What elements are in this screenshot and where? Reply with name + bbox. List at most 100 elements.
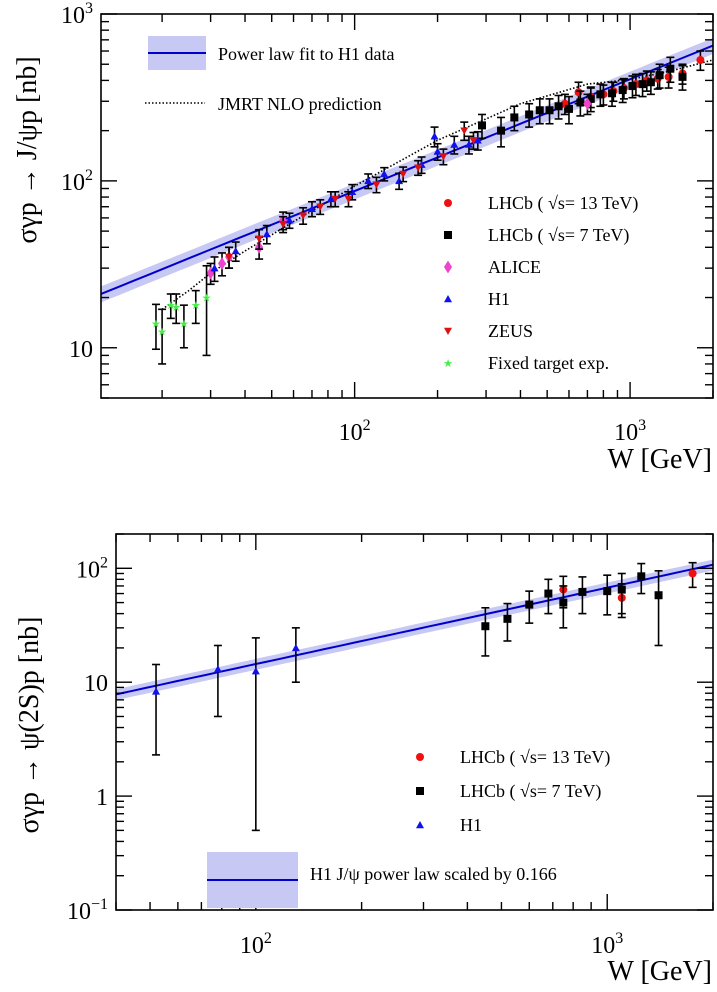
legend-label-fixed: Fixed target exp. [488,353,609,373]
data-point-lhcb13 [574,88,583,97]
data-point-lhcb7 [535,106,544,115]
legend-marker-fixed: ★ [443,358,453,370]
data-point-zeus [299,212,308,220]
data-point-h1 [152,687,161,695]
y-tick-label: 102 [61,167,93,196]
data-point-lhcb7 [646,78,655,87]
y-tick-label: 10 [84,671,108,697]
data-point-lhcb7 [578,587,587,596]
x-tick-label: 102 [339,417,371,446]
data-point-lhcb7 [617,585,626,594]
y-tick-label: 1 [96,785,108,811]
y-axis-title: σγp → ψ(2S)p [nb] [14,617,45,834]
data-point-lhcb7 [603,587,612,596]
data-point-zeus [255,235,264,243]
data-point-lhcb7 [478,121,487,130]
data-point-lhcb7 [655,71,664,80]
data-point-lhcb7 [545,106,554,115]
data-point-zeus [414,164,423,172]
data-point-zeus [439,153,448,161]
plot-frame [115,533,714,911]
data-point-lhcb7 [608,89,617,98]
fit-line [116,563,713,696]
legend-marker-h1 [444,295,452,303]
legend-label-lhcb13: LHCb ( √s= 13 TeV) [488,193,638,214]
legend-label-lhcb13: LHCb ( √s= 13 TeV) [460,747,610,768]
data-point-lhcb7 [525,600,534,609]
data-point-zeus [460,127,469,135]
data-point-h1 [213,665,222,673]
plot-area: ★★★★★★★ [101,38,713,365]
data-point-zeus [344,195,353,203]
data-point-fixed: ★ [202,293,212,305]
data-point-lhcb7 [678,72,687,81]
data-point-zeus [331,195,340,203]
plot-area [116,559,713,832]
data-point-lhcb7 [628,82,637,91]
legend-fit-label: H1 J/ψ power law scaled by 0.166 [310,864,557,884]
legend-fit-label: Power law fit to H1 data [218,44,394,64]
data-point-lhcb7 [481,622,490,631]
data-point-lhcb7 [564,104,573,113]
data-point-lhcb13 [664,72,673,81]
legend-label-lhcb7: LHCb ( √s= 7 TeV) [488,225,629,246]
x-axis-title: W [GeV] [608,956,712,987]
x-tick-label: 103 [591,930,623,959]
data-point-lhcb7 [638,80,647,89]
data-point-lhcb7 [637,572,646,581]
data-point-h1 [251,667,260,675]
data-point-lhcb13 [696,56,705,65]
data-point-alice [218,257,227,270]
data-point-fixed: ★ [157,327,167,339]
data-point-lhcb13 [688,569,697,578]
legend-marker-lhcb13 [444,199,452,207]
data-point-h1 [285,216,294,224]
data-point-fixed: ★ [171,302,181,314]
x-tick-label: 102 [240,930,272,959]
data-point-lhcb7 [654,591,663,600]
data-point-h1 [262,230,271,238]
x-tick-label: 103 [614,417,646,446]
data-point-fixed: ★ [179,318,189,330]
data-point-h1 [464,140,473,148]
data-point-zeus [399,170,408,178]
legend-label-lhcb7: LHCb ( √s= 7 TeV) [460,781,601,802]
psi2s-panel: 102 103 10−1 1 10 102 W [GeV] σγp → ψ(2S)p [nb]… [14,533,714,987]
data-point-lhcb7 [666,64,675,73]
data-point-zeus [316,203,325,211]
data-point-h1 [326,194,335,203]
legend-label-h1: H1 [460,815,482,835]
legend-marker-lhcb13 [416,753,424,761]
data-point-h1 [430,132,439,140]
data-point-fixed: ★ [166,300,176,312]
data-point-lhcb7 [618,86,627,95]
data-point-fixed: ★ [191,300,201,312]
y-tick-label: 103 [61,0,93,29]
legend-marker-lhcb7 [444,231,452,239]
fit-line [101,44,713,295]
data-point-h1 [364,176,373,185]
data-point-zeus [469,137,478,145]
data-point-lhcb7 [554,102,563,111]
data-point-zeus [279,221,288,229]
data-point-lhcb7 [510,113,519,122]
data-point-h1 [291,643,300,652]
data-point-h1 [307,204,316,213]
data-point-lhcb7 [497,126,506,135]
data-point-lhcb7 [503,614,512,623]
data-point-h1 [473,136,482,144]
data-point-h1 [433,147,442,155]
data-point-h1 [210,264,219,272]
data-point-alice [583,97,592,111]
data-point-h1 [380,169,389,178]
y-axis-title: σγp → J/ψp [nb] [12,56,43,243]
data-point-fixed: ★ [151,318,161,330]
data-point-lhcb7 [596,90,605,99]
legend-marker-alice [444,260,452,274]
legend-marker-zeus [444,327,452,335]
plot-frame [100,13,714,399]
legend-marker-h1 [416,821,424,829]
x-axis-title: W [GeV] [608,444,712,475]
data-point-zeus [225,253,234,261]
